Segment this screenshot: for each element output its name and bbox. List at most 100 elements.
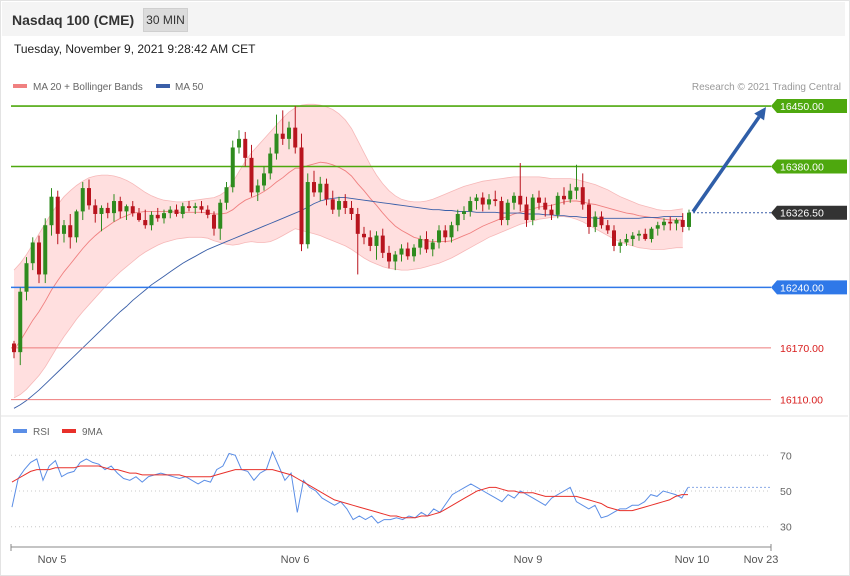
candle-body bbox=[268, 153, 273, 174]
price-level-label: 16240.00 bbox=[780, 282, 824, 294]
candle-body bbox=[330, 199, 335, 210]
rsi-ma-line bbox=[11, 465, 688, 519]
candle-body bbox=[37, 242, 41, 275]
candle-body bbox=[180, 206, 185, 214]
candle-body bbox=[499, 201, 504, 221]
candle-body bbox=[187, 206, 191, 208]
price-level-badge bbox=[771, 99, 847, 114]
candle-body bbox=[555, 195, 560, 215]
candle-body bbox=[380, 235, 385, 253]
candle-body bbox=[243, 138, 248, 158]
candle-body bbox=[249, 157, 254, 193]
candle-body bbox=[349, 207, 354, 214]
ma50-legend-label: MA 50 bbox=[175, 82, 204, 93]
timeframe-button[interactable]: 30 MIN bbox=[143, 8, 188, 32]
candle-body bbox=[524, 204, 529, 221]
candle-body bbox=[649, 228, 654, 240]
timestamp: Tuesday, November 9, 2021 9:28:42 AM CET bbox=[14, 42, 256, 56]
price-level-badge bbox=[771, 280, 847, 295]
ma20-legend-swatch bbox=[13, 84, 27, 88]
candle-body bbox=[324, 183, 329, 200]
x-tick-label: Nov 10 bbox=[675, 554, 710, 566]
candle-body bbox=[99, 207, 104, 214]
candle-body bbox=[443, 230, 448, 238]
candle-body bbox=[505, 202, 510, 221]
candle-body bbox=[305, 182, 310, 245]
candle-body bbox=[80, 188, 85, 212]
candle-body bbox=[237, 138, 241, 148]
x-tick-label: Nov 5 bbox=[38, 554, 67, 566]
candle-body bbox=[299, 147, 304, 245]
candle-body bbox=[480, 197, 485, 205]
candle-body bbox=[593, 216, 598, 227]
candle-body bbox=[287, 127, 291, 139]
rsi-ma-legend-label: 9MA bbox=[82, 427, 103, 438]
candle-body bbox=[343, 201, 348, 208]
candle-body bbox=[668, 221, 673, 224]
candle-body bbox=[174, 209, 179, 214]
candle-body bbox=[30, 242, 35, 264]
candle-body bbox=[12, 343, 16, 353]
candle-body bbox=[212, 214, 216, 229]
rsi-tick-label: 30 bbox=[780, 522, 792, 534]
ma20-legend-label: MA 20 + Bollinger Bands bbox=[33, 82, 143, 93]
candle-body bbox=[130, 206, 135, 214]
candle-body bbox=[462, 211, 466, 214]
ma20-line bbox=[13, 161, 683, 350]
candle-body bbox=[355, 213, 360, 234]
candle-body bbox=[418, 239, 423, 248]
candle-body bbox=[512, 195, 516, 203]
candle-body bbox=[368, 237, 373, 246]
candle-body bbox=[424, 239, 429, 250]
candle-body bbox=[18, 291, 23, 353]
candle-body bbox=[662, 221, 666, 226]
candle-body bbox=[162, 213, 166, 219]
price-level-label: 16450.00 bbox=[780, 101, 824, 113]
rsi-ma-legend-swatch bbox=[62, 429, 76, 433]
candle-body bbox=[112, 201, 116, 214]
candle-body bbox=[205, 209, 210, 215]
credit-text: Research © 2021 Trading Central bbox=[692, 82, 841, 93]
candle-body bbox=[543, 202, 548, 210]
price-level-label: 16170.00 bbox=[780, 343, 824, 355]
candle-body bbox=[124, 206, 129, 212]
candle-body bbox=[193, 206, 198, 208]
candle-body bbox=[624, 239, 629, 243]
candle-body bbox=[55, 196, 60, 234]
bollinger-lower-line bbox=[13, 216, 683, 399]
candle-body bbox=[93, 205, 98, 214]
x-tick-label: Nov 23 bbox=[744, 554, 779, 566]
candle-body bbox=[562, 195, 566, 200]
candle-body bbox=[474, 197, 479, 202]
candle-body bbox=[618, 242, 623, 246]
candle-body bbox=[687, 212, 691, 227]
candle-body bbox=[224, 187, 229, 203]
candle-body bbox=[87, 188, 91, 206]
candle-body bbox=[68, 225, 73, 238]
forecast-arrow-head bbox=[754, 107, 766, 121]
candle-body bbox=[105, 207, 110, 214]
candle-body bbox=[655, 225, 660, 229]
candle-body bbox=[674, 220, 679, 224]
instrument-title: Nasdaq 100 (CME) bbox=[12, 12, 135, 28]
candle-body bbox=[487, 199, 491, 205]
candle-body bbox=[574, 187, 579, 191]
price-level-badge bbox=[771, 159, 847, 174]
candle-body bbox=[430, 242, 435, 250]
candle-body bbox=[530, 197, 535, 221]
candle-body bbox=[412, 247, 416, 257]
rsi-tick-label: 70 bbox=[780, 450, 792, 462]
candle-body bbox=[74, 211, 79, 238]
candle-body bbox=[437, 230, 441, 243]
candle-body bbox=[518, 195, 523, 205]
candle-body bbox=[230, 147, 235, 188]
candle-body bbox=[587, 204, 591, 227]
rsi-line bbox=[11, 450, 689, 524]
candle-body bbox=[493, 199, 498, 202]
candle-body bbox=[643, 233, 648, 240]
candle-body bbox=[280, 133, 285, 139]
candle-body bbox=[405, 248, 410, 257]
candle-body bbox=[199, 206, 204, 210]
x-tick-label: Nov 6 bbox=[281, 554, 310, 566]
